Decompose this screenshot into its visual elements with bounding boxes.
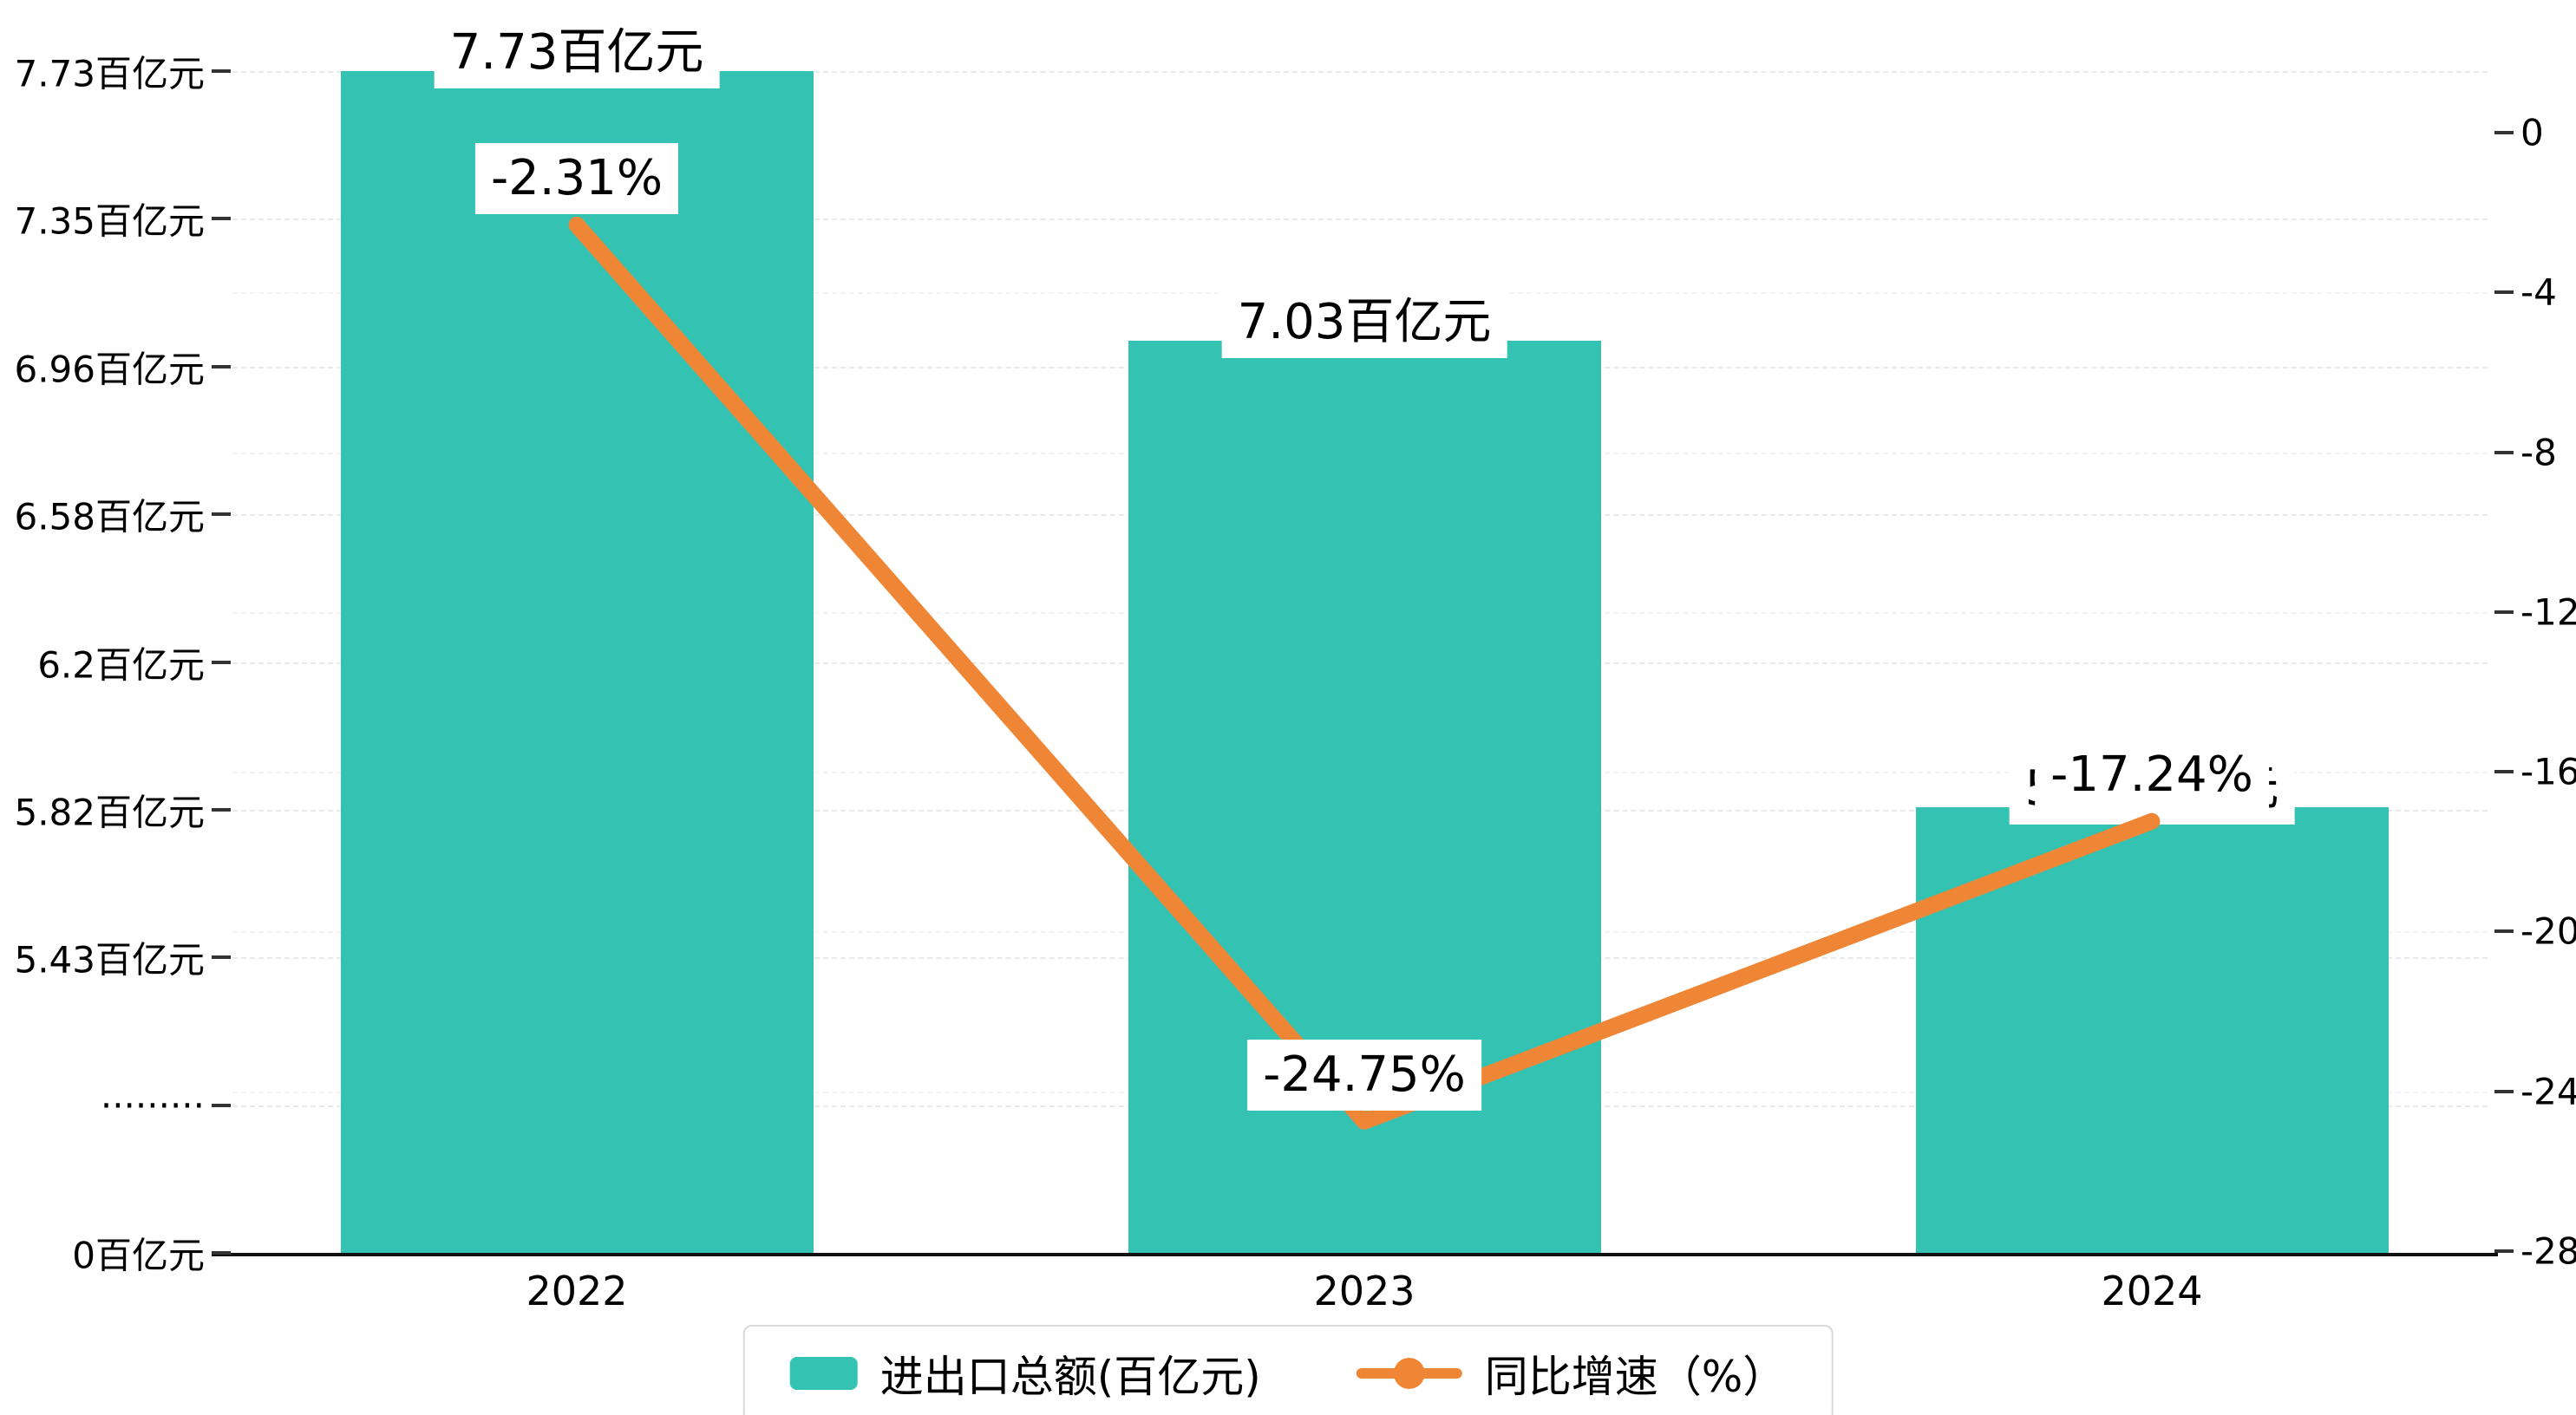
left-axis-tick-label: 7.35百亿元 [14, 199, 205, 243]
left-axis-tick-label: ········· [100, 1084, 205, 1127]
right-axis-tick-mark [2494, 770, 2514, 774]
right-axis-tick-mark [2494, 131, 2514, 134]
right-axis-tick-label: -28 [2520, 1229, 2576, 1273]
line-value-label: -24.75% [1247, 1040, 1481, 1112]
left-axis-tick-label: 5.82百亿元 [14, 791, 205, 834]
left-axis-tick-mark [212, 955, 231, 960]
right-axis-tick-mark [2494, 1089, 2514, 1093]
left-axis-tick-mark [212, 217, 231, 221]
left-axis-tick-mark [212, 660, 231, 664]
bar-2023[interactable] [1128, 341, 1601, 1253]
x-axis-label: 2023 [1313, 1268, 1415, 1314]
left-axis-tick-label: 7.73百亿元 [14, 52, 205, 95]
left-axis-tick-label: 6.96百亿元 [14, 348, 205, 391]
line-value-label: -2.31% [474, 143, 679, 215]
right-axis-tick-mark [2494, 1249, 2514, 1253]
legend-label-bar-series: 进出口总额(百亿元) [879, 1352, 1261, 1402]
right-axis-tick-label: -4 [2520, 271, 2557, 314]
right-axis-tick-label: -12 [2520, 590, 2576, 634]
right-axis-tick-label: 0 [2520, 111, 2544, 154]
right-axis-tick-mark [2494, 929, 2514, 934]
left-axis-tick-mark [212, 364, 231, 368]
left-axis-tick-mark [212, 1251, 231, 1255]
legend-item-line-series[interactable]: 同比增速（%） [1356, 1342, 1787, 1405]
bar-2024[interactable] [1915, 806, 2389, 1253]
right-axis-tick-mark [2494, 450, 2514, 454]
left-axis-tick-mark [212, 512, 231, 517]
left-axis-tick-label: 0百亿元 [72, 1234, 205, 1277]
left-axis-tick-mark [212, 1103, 231, 1107]
right-axis-tick-label: -16 [2520, 750, 2576, 793]
bar-value-label: 7.03百亿元 [1221, 287, 1507, 359]
left-axis-tick-label: 5.43百亿元 [14, 938, 205, 981]
bar-series-swatch-icon [789, 1357, 858, 1390]
legend: 进出口总额(百亿元) 同比增速（%） [742, 1325, 1834, 1415]
right-axis-tick-mark [2494, 610, 2514, 614]
legend-label-line-series: 同比增速（%） [1484, 1352, 1787, 1402]
legend-item-bar-series[interactable]: 进出口总额(百亿元) [789, 1342, 1261, 1405]
left-axis-tick-label: 6.2百亿元 [37, 643, 205, 686]
gridline [232, 71, 2488, 73]
left-axis-tick-mark [212, 69, 231, 73]
x-axis-label: 2024 [2101, 1268, 2203, 1314]
left-axis-tick-mark [212, 807, 231, 812]
left-axis-tick-label: 6.58百亿元 [14, 495, 205, 538]
line-value-label: -17.24% [2035, 740, 2269, 812]
bar-value-label: 7.73百亿元 [434, 17, 720, 88]
line-series-marker-icon [1356, 1358, 1462, 1389]
bar-2022[interactable] [340, 71, 814, 1253]
right-axis-tick-label: -20 [2520, 910, 2576, 953]
right-axis-tick-label: -24 [2520, 1070, 2576, 1113]
x-axis-line [212, 1253, 2498, 1256]
line-series-dot-icon [1393, 1358, 1425, 1389]
x-axis-label: 2022 [526, 1268, 628, 1314]
right-axis-tick-label: -8 [2520, 431, 2557, 474]
right-axis-tick-mark [2494, 290, 2514, 295]
